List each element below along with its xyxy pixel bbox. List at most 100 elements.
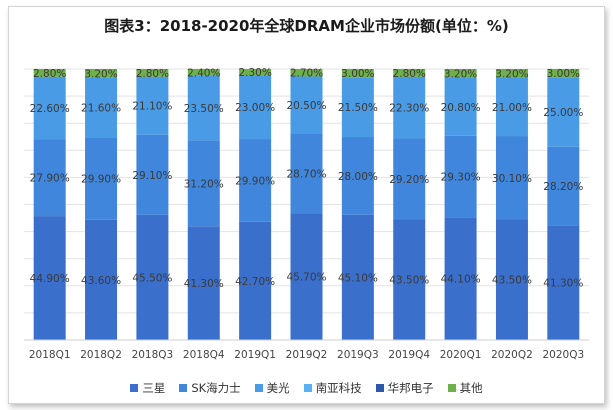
data-label: 21.60% [81, 103, 121, 115]
x-tick-label: 2019Q1 [234, 349, 276, 361]
data-label: 2.40% [187, 67, 220, 79]
legend-item: SK海力士 [179, 380, 241, 396]
data-label: 29.90% [235, 175, 275, 187]
data-label: 28.20% [543, 181, 583, 193]
data-label: 45.70% [286, 272, 326, 284]
bar-segment-2018q4 [187, 140, 220, 227]
x-tick-label: 2018Q1 [29, 349, 71, 361]
bar-segment-2020q3 [547, 146, 580, 226]
bar-segment-2018q4 [187, 226, 220, 340]
legend-label: 其他 [459, 381, 483, 395]
data-label: 44.90% [30, 273, 70, 285]
bar-segment-2020q3 [547, 77, 580, 147]
data-label: 42.70% [235, 276, 275, 288]
bar-segment-2018q3 [136, 214, 169, 340]
bar-segment-2020q2 [495, 77, 528, 137]
data-label: 3.20% [444, 68, 477, 80]
bar-segment-2018q2 [85, 69, 118, 78]
data-label: 30.10% [492, 173, 532, 185]
data-label: 29.20% [389, 174, 429, 186]
bar-segment-2019q2 [290, 133, 323, 214]
legend-item: 华邦电子 [375, 380, 434, 396]
x-tick-label: 2019Q4 [388, 349, 430, 361]
data-label: 21.00% [492, 102, 532, 114]
data-label: 3.00% [341, 68, 374, 80]
chart-frame: 图表3：2018-2020年全球DRAM企业市场份额(单位：%) 44.90% 2… [8, 6, 605, 404]
bar-segment-2019q2 [290, 69, 323, 77]
x-tick-label: 2018Q3 [132, 349, 174, 361]
data-label: 28.00% [338, 171, 378, 183]
bar-segment-2018q4 [187, 69, 220, 76]
legend-label: SK海力士 [191, 381, 241, 395]
data-label: 29.90% [81, 174, 121, 186]
bar-segment-2019q3 [341, 69, 374, 78]
bar-segment-2020q1 [444, 69, 477, 78]
legend-label: 南亚科技 [315, 381, 362, 395]
bar-segment-2018q1 [33, 69, 66, 77]
data-label: 29.10% [132, 170, 172, 182]
bar-segment-2018q2 [85, 77, 118, 138]
bar-segment-2018q2 [85, 137, 118, 220]
data-label: 21.50% [338, 102, 378, 114]
legend-label: 三星 [142, 381, 166, 395]
x-tick-label: 2018Q4 [183, 349, 225, 361]
data-label: 20.50% [286, 100, 326, 112]
data-label: 41.30% [184, 278, 224, 290]
legend-item: 美光 [254, 380, 290, 396]
bar-segment-2018q1 [33, 216, 66, 340]
data-label: 27.90% [30, 173, 70, 185]
data-label: 2.80% [33, 68, 66, 80]
bar-segment-2020q3 [547, 225, 580, 340]
data-label: 45.50% [132, 272, 172, 284]
bar-segment-2020q1 [444, 217, 477, 340]
data-label: 3.20% [84, 68, 117, 80]
bar-segment-2019q3 [341, 137, 374, 215]
legend-item: 其他 [447, 380, 483, 396]
x-tick-label: 2019Q2 [286, 349, 328, 361]
bar-segment-2020q2 [495, 136, 528, 220]
bar-segment-2020q2 [495, 219, 528, 340]
chart-title: 图表3：2018-2020年全球DRAM企业市场份额(单位：%) [104, 17, 509, 35]
data-label: 21.10% [132, 101, 172, 113]
bar-segment-2019q4 [393, 69, 426, 77]
bar-segment-2020q1 [444, 77, 477, 136]
bar-segment-2019q2 [290, 76, 323, 134]
x-tick-label: 2019Q3 [337, 349, 379, 361]
data-label: 31.20% [184, 178, 224, 190]
bar-segment-2018q4 [187, 75, 220, 141]
data-label: 2.30% [238, 67, 271, 79]
data-label: 20.80% [441, 102, 481, 114]
bar-segment-2018q3 [136, 134, 169, 215]
chart-plot: 44.90% 27.90% 22.60% 2.80% 2018Q1 43.60% 29.90… [24, 67, 589, 361]
bar-segment-2019q1 [239, 69, 272, 76]
legend-item: 南亚科技 [303, 380, 362, 396]
x-tick-label: 2020Q3 [542, 349, 584, 361]
data-label: 23.50% [184, 103, 224, 115]
legend-label: 华邦电子 [387, 381, 434, 395]
bar-segment-2018q1 [33, 139, 66, 217]
legend-item: 三星 [130, 380, 165, 396]
bar-segment-2019q1 [239, 221, 272, 340]
bar-segment-2019q3 [341, 214, 374, 340]
bar-segment-2020q1 [444, 135, 477, 218]
bar-segment-2020q2 [495, 69, 528, 78]
bar-segment-2018q1 [33, 76, 66, 140]
x-tick-label: 2020Q1 [440, 349, 482, 361]
data-label: 45.10% [338, 272, 378, 284]
legend-swatch [375, 384, 384, 392]
x-tick-label: 2020Q2 [491, 349, 533, 361]
chart-legend: 三星 SK海力士 美光 南亚科技 华邦电子 其他 [9, 380, 604, 396]
bar-segment-2019q4 [393, 138, 426, 220]
bar-segment-2019q4 [393, 219, 426, 340]
data-label: 41.30% [543, 278, 583, 290]
data-label: 3.20% [495, 68, 528, 80]
bar-segment-2018q3 [136, 69, 169, 77]
legend-swatch [179, 384, 188, 392]
legend-label: 美光 [266, 381, 290, 395]
data-label: 28.70% [286, 168, 326, 180]
bar-segment-2019q4 [393, 76, 426, 139]
data-label: 2.70% [290, 68, 323, 80]
bar-segment-2019q3 [341, 77, 374, 138]
bar-segment-2019q2 [290, 213, 323, 340]
legend-swatch [130, 384, 139, 392]
